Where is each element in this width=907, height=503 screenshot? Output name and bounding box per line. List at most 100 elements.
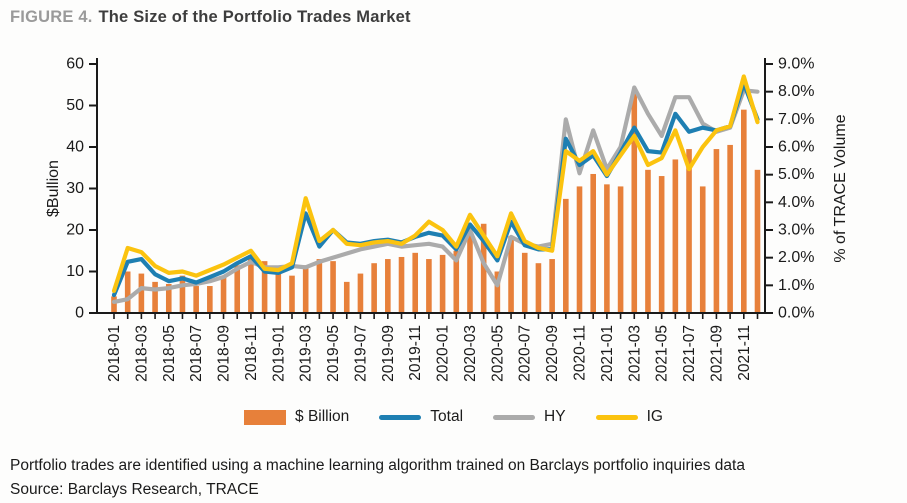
bar-2019-05 bbox=[330, 261, 336, 313]
legend-item-total: Total bbox=[379, 408, 463, 426]
right-axis-tick-label: 9.0% bbox=[778, 56, 814, 73]
x-axis-tick-label: 2020-03 bbox=[462, 325, 479, 382]
bar-2020-11 bbox=[576, 186, 583, 313]
x-axis-tick-label: 2019-11 bbox=[407, 325, 424, 381]
x-axis-tick-label: 2020-07 bbox=[517, 325, 534, 382]
chart-area: 0 10 20 30 40 50 60 0.0% 1.0% 2.0% 3.0% 4.0% 5.0% 6.0… bbox=[45, 56, 849, 382]
bar-2020-04 bbox=[480, 223, 487, 313]
bar-2018-01 bbox=[111, 296, 117, 313]
x-axis-tick-label: 2021-09 bbox=[708, 325, 725, 382]
right-axis-tick-label: 4.0% bbox=[778, 194, 814, 211]
bar-2020-02 bbox=[453, 250, 460, 313]
bar-2021-04 bbox=[645, 169, 651, 313]
bar-2019-08 bbox=[371, 263, 377, 313]
legend-item-ig: IG bbox=[595, 408, 663, 426]
bar-2018-10 bbox=[234, 265, 241, 313]
legend-label: IG bbox=[646, 408, 663, 425]
bar-2018-08 bbox=[207, 286, 213, 313]
chart-footnote: Portfolio trades are identified using a … bbox=[10, 457, 745, 474]
legend-item-hy: HY bbox=[493, 408, 566, 426]
x-axis-tick-label: 2021-11 bbox=[736, 325, 753, 381]
bar-2021-10 bbox=[727, 144, 733, 313]
bar-2020-03 bbox=[467, 232, 473, 313]
x-axis-tick-label: 2018-07 bbox=[188, 325, 205, 382]
left-axis-tick-label: 30 bbox=[66, 180, 84, 197]
legend-label: $ Billion bbox=[295, 408, 350, 425]
right-axis-tick-label: 2.0% bbox=[778, 249, 814, 266]
x-axis-tick-label: 2020-09 bbox=[544, 325, 561, 382]
x-axis-tick-label: 2021-05 bbox=[654, 325, 671, 382]
x-axis-tick-label: 2020-01 bbox=[435, 325, 452, 382]
bar-2021-11 bbox=[741, 109, 747, 314]
bar-2019-02 bbox=[289, 275, 295, 313]
bar-2018-11 bbox=[248, 259, 254, 313]
bar-2020-09 bbox=[549, 259, 555, 313]
right-axis-tick-label: 3.0% bbox=[778, 222, 814, 239]
left-axis-tick-label: 20 bbox=[66, 222, 84, 239]
x-axis-tick-label: 2018-03 bbox=[133, 325, 150, 382]
bar-2018-07 bbox=[193, 286, 199, 313]
bar-2019-12 bbox=[426, 259, 432, 313]
bar-2018-04 bbox=[152, 281, 158, 313]
bar-2021-02 bbox=[617, 186, 624, 313]
x-axis-tick-label: 2018-01 bbox=[106, 325, 123, 382]
bar-2018-12 bbox=[261, 261, 268, 313]
line-swatch-icon bbox=[493, 414, 536, 420]
bar-2020-05 bbox=[494, 271, 501, 313]
left-axis-title: $Bullion bbox=[45, 160, 62, 217]
left-axis-tick-label: 40 bbox=[66, 139, 84, 156]
x-axis-tick-label: 2019-07 bbox=[352, 325, 369, 382]
chart-legend: $ Billion Total HY IG bbox=[0, 408, 907, 426]
right-axis-tick-label: 1.0% bbox=[778, 277, 814, 294]
right-axis-tick-label: 7.0% bbox=[778, 111, 814, 128]
bar-2021-07 bbox=[686, 149, 692, 313]
figure-title: FIGURE 4. The Size of the Portfolio Trade… bbox=[10, 8, 411, 27]
right-axis-tick-label: 0.0% bbox=[778, 305, 814, 322]
x-axis-tick-label: 2020-11 bbox=[572, 325, 589, 381]
bar-2018-03 bbox=[138, 273, 145, 313]
right-axis-tick-label: 6.0% bbox=[778, 139, 814, 156]
bar-2020-01 bbox=[439, 254, 446, 313]
x-axis-tick-label: 2019-03 bbox=[298, 325, 315, 382]
bar-2021-05 bbox=[658, 176, 665, 313]
bar-2018-06 bbox=[179, 275, 186, 313]
x-axis-tick-label: 2020-05 bbox=[489, 325, 506, 382]
left-axis-tick-label: 60 bbox=[66, 56, 84, 73]
bar-2019-06 bbox=[343, 281, 350, 313]
x-axis-tick-label: 2021-07 bbox=[681, 325, 698, 382]
line-series-ig bbox=[111, 74, 760, 293]
bar-2020-12 bbox=[590, 173, 597, 313]
line-series-total bbox=[111, 81, 760, 298]
bar-2019-11 bbox=[412, 252, 419, 313]
left-axis-tick-label: 0 bbox=[75, 305, 84, 322]
x-axis-tick-label: 2018-11 bbox=[243, 325, 260, 381]
legend-label: Total bbox=[430, 408, 464, 425]
chart-canvas: 0 10 20 30 40 50 60 0.0% 1.0% 2.0% 3.0% 4.0% 5.0% 6.0… bbox=[45, 56, 849, 382]
bar-2018-05 bbox=[165, 283, 172, 313]
legend-label: HY bbox=[544, 408, 566, 425]
bar-2018-09 bbox=[220, 275, 227, 313]
x-axis-tick-label: 2019-05 bbox=[325, 325, 342, 382]
bar-2018-02 bbox=[124, 271, 131, 313]
right-axis-tick-label: 8.0% bbox=[778, 83, 814, 100]
bar-2020-07 bbox=[521, 252, 528, 313]
bar-2021-06 bbox=[672, 159, 679, 313]
bar-swatch-icon bbox=[244, 409, 287, 425]
chart-source: Source: Barclays Research, TRACE bbox=[10, 481, 259, 498]
left-axis-tick-label: 10 bbox=[66, 263, 84, 280]
bar-2019-04 bbox=[316, 259, 323, 313]
line-series-hy bbox=[111, 85, 760, 305]
bar-2021-03 bbox=[631, 93, 638, 313]
x-axis-tick-label: 2018-09 bbox=[216, 325, 233, 382]
x-axis-tick-label: 2019-01 bbox=[270, 325, 287, 382]
bar-2020-10 bbox=[563, 198, 569, 313]
bar-2021-09 bbox=[713, 149, 720, 313]
bar-2021-01 bbox=[604, 184, 610, 313]
line-swatch-icon bbox=[379, 414, 422, 420]
x-axis-tick-label: 2021-01 bbox=[599, 325, 616, 382]
legend-item-billion: $ Billion bbox=[244, 408, 349, 426]
bar-2019-07 bbox=[357, 273, 364, 313]
left-axis-tick-label: 50 bbox=[66, 97, 84, 114]
right-axis-tick-label: 5.0% bbox=[778, 166, 814, 183]
bar-2019-03 bbox=[302, 265, 309, 313]
